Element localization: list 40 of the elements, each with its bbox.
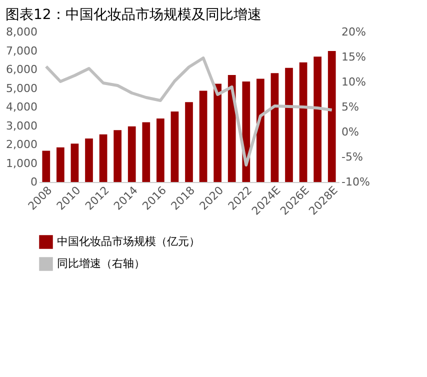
y-tick-label: 4,000 xyxy=(6,100,38,114)
bar xyxy=(156,118,164,182)
bar xyxy=(228,74,236,182)
legend-label: 中国化妆品市场规模（亿元） xyxy=(57,235,200,248)
y2-tick-label: 0% xyxy=(342,126,359,138)
bar xyxy=(85,138,93,182)
line-series xyxy=(44,56,334,166)
y-tick-label: 2,000 xyxy=(6,138,38,151)
bar xyxy=(314,56,322,182)
y2-tick-label: 20% xyxy=(342,26,366,38)
bar xyxy=(256,78,264,182)
y-tick-label: 6,000 xyxy=(6,63,38,76)
bar xyxy=(285,68,293,182)
legend-label: 同比增速（右轴） xyxy=(57,257,145,270)
bar xyxy=(114,130,122,182)
y-tick-label: 1,000 xyxy=(6,156,38,170)
bar xyxy=(328,50,336,182)
bar xyxy=(99,134,108,182)
bar xyxy=(142,122,150,182)
bar xyxy=(128,126,136,182)
y2-tick-label: -10% xyxy=(342,176,370,188)
y-tick-label: 5,000 xyxy=(6,82,38,95)
y-tick-label: 8,000 xyxy=(6,26,38,38)
bar xyxy=(56,147,64,182)
bar xyxy=(199,90,208,182)
y2-tick-label: 10% xyxy=(342,76,366,88)
bar xyxy=(299,62,308,182)
y-tick-label: 3,000 xyxy=(6,119,38,132)
bar xyxy=(42,150,50,182)
y-tick-label: 7,000 xyxy=(6,44,38,58)
bar xyxy=(70,144,79,182)
y2-tick-label: 15% xyxy=(342,50,366,64)
bar xyxy=(170,112,179,182)
bar xyxy=(185,102,193,182)
y2-tick-label: -5% xyxy=(342,150,363,164)
y2-tick-label: 5% xyxy=(342,100,359,114)
chart-title: 图表12：中国化妆品市场规模及同比增速 xyxy=(6,7,262,23)
bar xyxy=(214,84,222,182)
y-tick-label: 0 xyxy=(30,176,38,188)
bar xyxy=(270,73,279,182)
